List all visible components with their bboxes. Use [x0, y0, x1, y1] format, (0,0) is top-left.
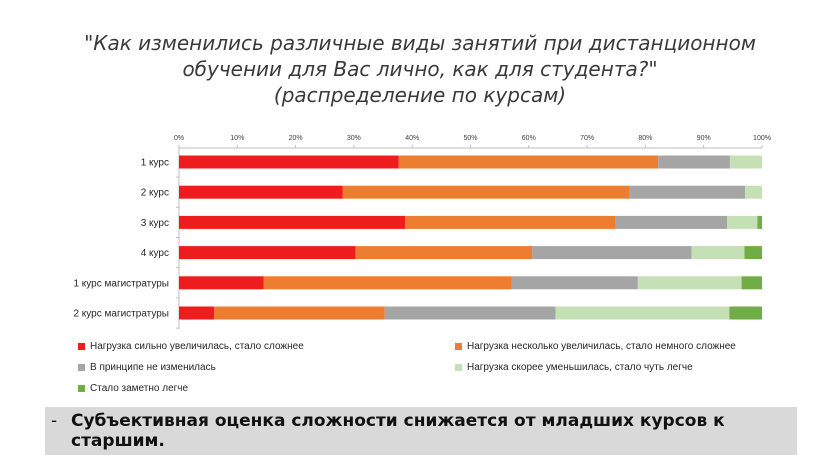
chart-title-line: "Как изменились различные виды занятий п… — [84, 31, 756, 55]
category-label: 4 курс — [141, 248, 169, 259]
x-tick-label: 0% — [174, 135, 184, 142]
legend-swatch — [455, 364, 462, 371]
bullet-dash: - — [51, 411, 58, 431]
legend-label: Нагрузка сильно увеличилась, стало сложн… — [90, 341, 304, 352]
conclusion-text: Субъективная оценка сложности снижается … — [71, 411, 725, 451]
bar-segment — [179, 306, 214, 320]
bar-segment — [179, 215, 406, 229]
bar-segment — [511, 276, 638, 290]
bar-segment — [179, 246, 356, 260]
legend-item: Нагрузка скорее уменьшилась, стало чуть … — [455, 362, 693, 373]
category-label: 1 курс — [141, 158, 169, 169]
x-tick-label: 100% — [753, 135, 771, 142]
stacked-bar-chart: 0% 10% 20% 30% 40% 50% 60% 70% 80% 90% 100% 1 курс 2… — [73, 135, 771, 329]
x-tick-label: 40% — [405, 135, 419, 142]
bar-segment — [757, 215, 762, 229]
bar-segment — [342, 185, 630, 199]
bar-segment — [629, 185, 746, 199]
category-label: 1 курс магистратуры — [73, 278, 169, 289]
bar-segment — [179, 185, 343, 199]
legend-item: Нагрузка несколько увеличилась, стало не… — [455, 341, 736, 352]
bar-segment — [729, 306, 762, 320]
category-label: 2 курс — [141, 188, 169, 199]
bar-segment — [532, 246, 692, 260]
bar-segment — [658, 155, 730, 169]
legend-label: Стало заметно легче — [90, 383, 189, 394]
legend-swatch — [78, 343, 85, 350]
legend-label: Нагрузка скорее уменьшилась, стало чуть … — [467, 362, 693, 373]
chart-title: "Как изменились различные виды занятий п… — [40, 30, 800, 108]
bar-segment — [555, 306, 730, 320]
bar-segment — [741, 276, 762, 290]
bar-segment — [179, 155, 399, 169]
x-tick-label: 80% — [638, 135, 652, 142]
x-tick-label: 60% — [522, 135, 536, 142]
bar-segment — [729, 155, 762, 169]
x-tick-label: 10% — [230, 135, 244, 142]
legend-swatch — [455, 343, 462, 350]
bar-segment — [727, 215, 758, 229]
bar-segment — [179, 276, 264, 290]
x-tick-label: 90% — [697, 135, 711, 142]
bar-segment — [384, 306, 556, 320]
bar-segment — [691, 246, 745, 260]
category-label: 2 курс магистратуры — [73, 309, 169, 320]
conclusion-box: - Субъективная оценка сложности снижаетс… — [45, 407, 797, 455]
legend-item: Нагрузка сильно увеличилась, стало сложн… — [78, 341, 304, 352]
legend-item: Стало заметно легче — [78, 383, 188, 394]
bar-segment — [355, 246, 533, 260]
legend-swatch — [78, 385, 85, 392]
bar-segment — [398, 155, 659, 169]
chart-title-line: (распределение по курсам) — [273, 83, 567, 107]
category-label: 3 курс — [141, 218, 169, 229]
bar-segment — [637, 276, 742, 290]
x-tick-label: 30% — [347, 135, 361, 142]
legend-label: Нагрузка несколько увеличилась, стало не… — [467, 341, 736, 352]
bar-segment — [213, 306, 385, 320]
bar-segment — [405, 215, 616, 229]
x-tick-label: 50% — [463, 135, 477, 142]
x-tick-label: 70% — [580, 135, 594, 142]
legend-swatch — [78, 364, 85, 371]
legend-item: В принципе не изменилась — [78, 362, 216, 373]
x-tick-label: 20% — [289, 135, 303, 142]
chart-title-line: обучении для Вас лично, как для студента… — [182, 57, 658, 81]
bar-segment — [745, 185, 762, 199]
legend-label: В принципе не изменилась — [90, 362, 216, 373]
bar-segment — [744, 246, 762, 260]
bar-segment — [615, 215, 728, 229]
bar-segment — [263, 276, 512, 290]
